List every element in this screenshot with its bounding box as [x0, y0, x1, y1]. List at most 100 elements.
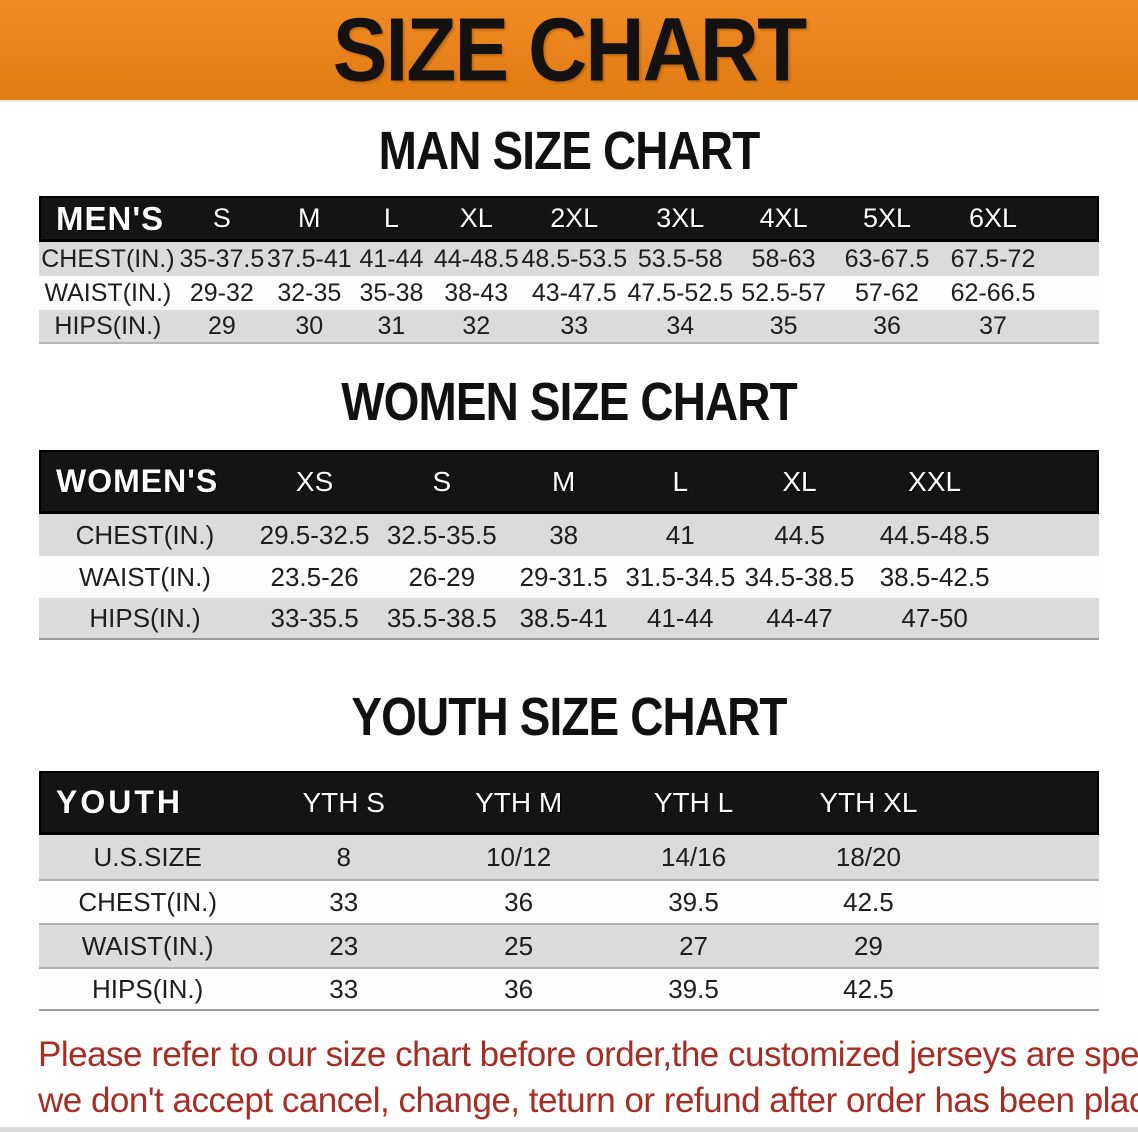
- youth-u-s-size-yth-m: 10/12: [486, 841, 552, 872]
- disclaimer-note: Please refer to our size chart before or…: [0, 1032, 1138, 1123]
- women-row-label-waist-in: WAIST(IN.): [79, 561, 211, 592]
- men-column-3xl: 3XL: [627, 196, 734, 242]
- women-row-label-hips-in: HIPS(IN.): [39, 598, 251, 640]
- men-hips-in-2xl: 33: [521, 310, 628, 344]
- men-hips-in-m: 30: [266, 310, 352, 344]
- men-header-spacer: [1045, 196, 1099, 242]
- youth-row-spacer: [955, 879, 1099, 923]
- men-waist-in-m: 32-35: [277, 278, 342, 307]
- youth-column-yth-l: YTH L: [606, 771, 781, 835]
- women-chest-in-xl: 44.5: [774, 519, 825, 550]
- women-waist-in-xl: 34.5-38.5: [744, 561, 855, 592]
- men-hips-in-5xl: 36: [833, 310, 940, 344]
- men-waist-in-l: 35-38: [359, 278, 424, 307]
- men-row-spacer: [1046, 242, 1099, 276]
- women-waist-in-s: 26-29: [408, 561, 476, 592]
- men-waist-in-xl: 38-43: [444, 278, 509, 307]
- youth-row-spacer: [955, 923, 1099, 967]
- men-row-waist-in: WAIST(IN.) 29-32 32-35 35-38 38-43 43-47.5 47.…: [39, 276, 1099, 310]
- women-waist-in-xxl: 38.5-42.5: [879, 561, 990, 592]
- man-size-section: MAN SIZE CHART MEN'S S M L XL 2XL 3XL 4XL 5XL 6X…: [0, 124, 1138, 344]
- women-row-spacer: [1009, 514, 1099, 556]
- women-row-label-chest-in: CHEST(IN.): [75, 519, 215, 550]
- men-table-label: MEN'S: [39, 196, 177, 242]
- women-column-s: S: [378, 450, 506, 514]
- bottom-edge-strip: [0, 1127, 1138, 1132]
- youth-row-hips-in: HIPS(IN.) 33 36 39.5 42.5: [39, 967, 1099, 1011]
- women-hips-in-xxl: 47-50: [860, 598, 1009, 640]
- women-header-spacer: [1008, 450, 1099, 514]
- women-column-l: L: [621, 450, 739, 514]
- men-header-row: MEN'S S M L XL 2XL 3XL 4XL 5XL 6XL: [39, 196, 1099, 242]
- youth-waist-in-yth-l: 27: [606, 923, 781, 967]
- men-chest-in-5xl: 63-67.5: [844, 244, 930, 273]
- men-waist-in-4xl: 52.5-57: [741, 278, 827, 307]
- women-waist-in-m: 29-31.5: [519, 561, 608, 592]
- youth-waist-in-yth-xl: 29: [780, 923, 956, 967]
- youth-header-row: YOUTH YTH S YTH M YTH L YTH XL: [39, 771, 1099, 835]
- men-column-4xl: 4XL: [733, 196, 834, 242]
- youth-row-label-hips-in: HIPS(IN.): [39, 967, 257, 1011]
- banner-title: SIZE CHART: [332, 0, 807, 100]
- men-column-xl: XL: [431, 196, 522, 242]
- disclaimer-line-2: we don't accept cancel, change, teturn o…: [38, 1080, 1138, 1120]
- youth-hips-in-yth-xl: 42.5: [780, 967, 956, 1011]
- men-hips-in-4xl: 35: [733, 310, 834, 344]
- men-size-table: MEN'S S M L XL 2XL 3XL 4XL 5XL 6XL CHEST(IN.) 35-…: [39, 196, 1099, 344]
- women-chest-in-xs: 29.5-32.5: [259, 519, 370, 550]
- women-table-label: WOMEN'S: [39, 450, 251, 514]
- youth-row-chest-in: CHEST(IN.) 33 36 39.5 42.5: [39, 879, 1099, 923]
- men-column-5xl: 5XL: [833, 196, 940, 242]
- men-row-hips-in: HIPS(IN.) 29 30 31 32 33 34 35 36 37: [39, 310, 1099, 344]
- youth-row-u-s-size: U.S.SIZE 8 10/12 14/16 18/20: [39, 835, 1099, 879]
- women-column-xl: XL: [738, 450, 861, 514]
- men-column-2xl: 2XL: [521, 196, 628, 242]
- men-column-s: S: [176, 196, 267, 242]
- youth-hips-in-yth-l: 39.5: [606, 967, 781, 1011]
- women-chest-in-l: 41: [665, 519, 695, 550]
- women-chest-in-s: 32.5-35.5: [386, 519, 497, 550]
- youth-row-spacer: [956, 835, 1099, 879]
- women-hips-in-xs: 33-35.5: [251, 598, 379, 640]
- men-column-6xl: 6XL: [939, 196, 1046, 242]
- men-column-m: M: [266, 196, 352, 242]
- men-hips-in-s: 29: [176, 310, 267, 344]
- women-waist-in-l: 31.5-34.5: [625, 561, 736, 592]
- men-hips-in-3xl: 34: [627, 310, 734, 344]
- youth-column-yth-s: YTH S: [256, 771, 432, 835]
- youth-column-yth-m: YTH M: [431, 771, 607, 835]
- women-row-chest-in: CHEST(IN.) 29.5-32.5 32.5-35.5 38 41 44.5 44.5…: [39, 514, 1099, 556]
- women-size-table: WOMEN'S XS S M L XL XXL CHEST(IN.) 29.5-32.5 32…: [39, 450, 1099, 640]
- women-row-waist-in: WAIST(IN.) 23.5-26 26-29 29-31.5 31.5-34.5 34…: [39, 556, 1099, 598]
- youth-u-s-size-yth-xl: 18/20: [835, 841, 901, 872]
- youth-size-section: YOUTH SIZE CHART YOUTH YTH S YTH M YTH L YT…: [0, 690, 1138, 1011]
- women-header-row: WOMEN'S XS S M L XL XXL: [39, 450, 1099, 514]
- men-waist-in-6xl: 62-66.5: [950, 278, 1036, 307]
- men-hips-in-6xl: 37: [939, 310, 1046, 344]
- women-hips-in-s: 35.5-38.5: [378, 598, 506, 640]
- man-section-heading: MAN SIZE CHART: [378, 121, 761, 181]
- men-row-label-chest-in: CHEST(IN.): [41, 244, 175, 273]
- youth-column-yth-xl: YTH XL: [780, 771, 956, 835]
- men-chest-in-2xl: 48.5-53.5: [521, 244, 628, 273]
- women-hips-in-xl: 44-47: [738, 598, 861, 640]
- women-row-hips-in: HIPS(IN.) 33-35.5 35.5-38.5 38.5-41 41-44 44-…: [39, 598, 1099, 640]
- men-hips-in-xl: 32: [431, 310, 522, 344]
- women-column-m: M: [505, 450, 622, 514]
- men-waist-in-2xl: 43-47.5: [531, 278, 617, 307]
- women-size-section: WOMEN SIZE CHART WOMEN'S XS S M L XL XXL CHES…: [0, 375, 1138, 640]
- men-row-label-hips-in: HIPS(IN.): [39, 310, 177, 344]
- men-chest-in-4xl: 58-63: [751, 244, 816, 273]
- men-waist-in-s: 29-32: [189, 278, 254, 307]
- youth-u-s-size-yth-s: 8: [336, 841, 351, 872]
- men-row-spacer: [1045, 310, 1099, 344]
- men-waist-in-3xl: 47.5-52.5: [627, 278, 734, 307]
- women-chest-in-xxl: 44.5-48.5: [879, 519, 990, 550]
- disclaimer-line-1: Please refer to our size chart before or…: [38, 1035, 1138, 1074]
- women-chest-in-m: 38: [549, 519, 579, 550]
- men-chest-in-l: 41-44: [359, 244, 424, 273]
- men-chest-in-3xl: 53.5-58: [637, 244, 723, 273]
- youth-size-table: YOUTH YTH S YTH M YTH L YTH XL U.S.SIZE 8 10/…: [39, 771, 1099, 1011]
- youth-row-waist-in: WAIST(IN.) 23 25 27 29: [39, 923, 1099, 967]
- women-row-spacer: [1008, 598, 1099, 640]
